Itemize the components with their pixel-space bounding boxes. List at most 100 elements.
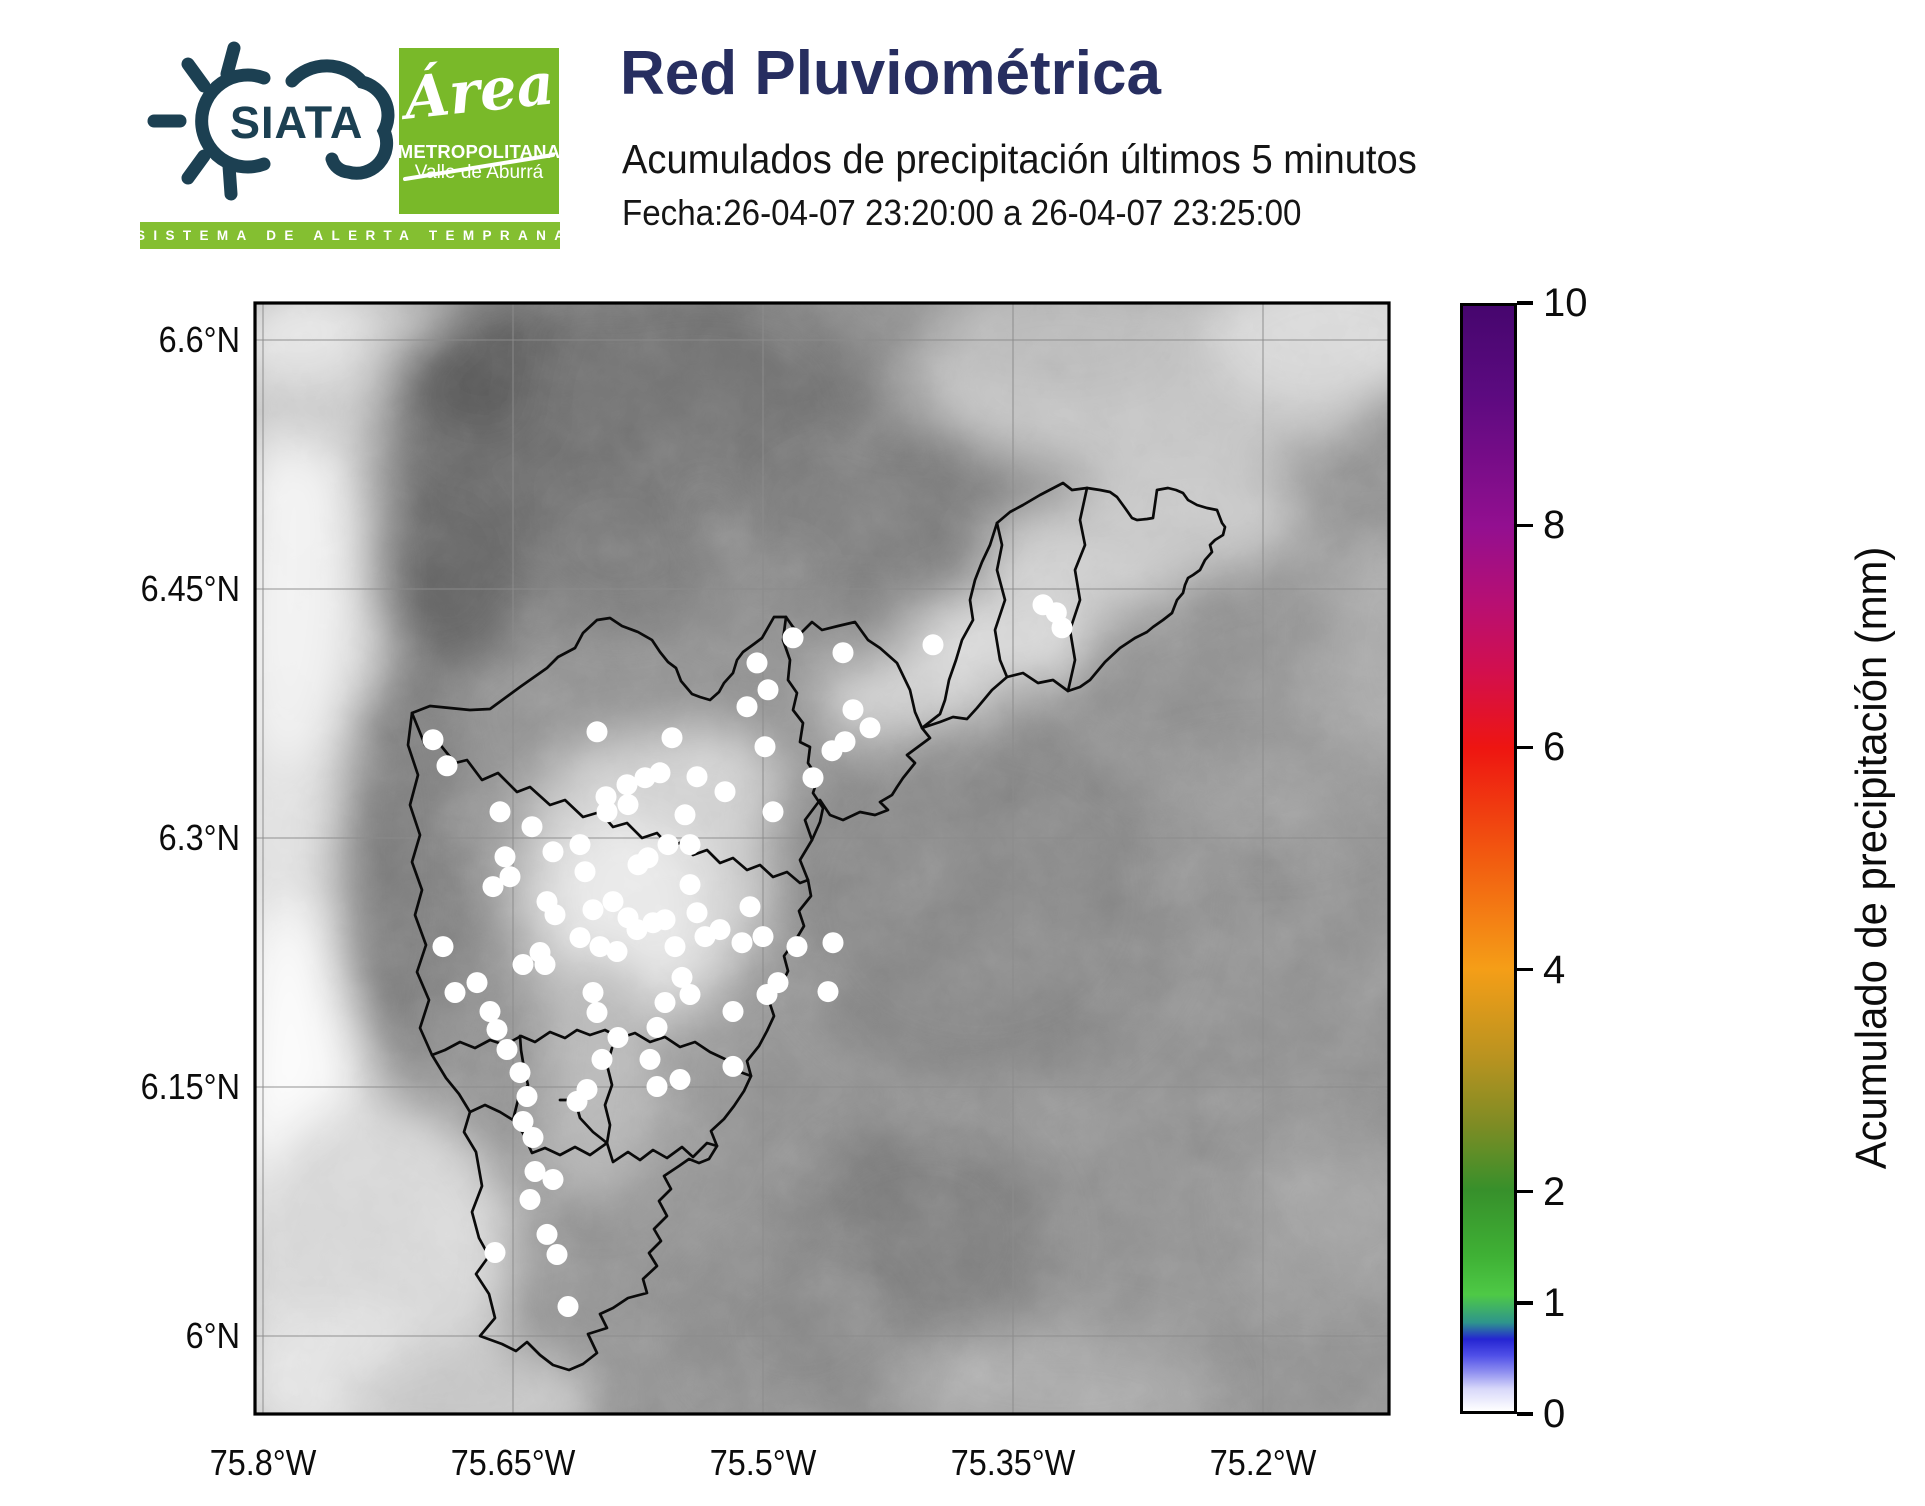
station-dot [484, 1242, 506, 1263]
station-dot [536, 1223, 558, 1245]
station-dot [544, 904, 566, 926]
sun-ray-icon [222, 159, 238, 201]
boundary-divider [1066, 486, 1089, 693]
sun-arc-icon [195, 68, 271, 174]
station-dot [639, 1048, 661, 1070]
x-tick-label: 75.5°W [709, 1442, 817, 1483]
boundary-outer-ring [406, 615, 932, 1372]
station-dot [602, 891, 624, 913]
station-dot [524, 1161, 546, 1182]
colorbar-gradient [1463, 306, 1514, 1411]
page-title: Red Pluviométrica [620, 39, 1161, 108]
station-dot [444, 982, 466, 1003]
colorbar [1460, 303, 1517, 1414]
station-dot [586, 721, 608, 743]
station-dot [482, 876, 504, 898]
y-tick-label: 6.45°N [140, 568, 240, 609]
colorbar-tick-label: 4 [1543, 947, 1566, 992]
page-subtitle: Acumulados de precipitación últimos 5 mi… [622, 136, 1417, 182]
station-dot [821, 740, 843, 762]
station-dot [512, 954, 534, 975]
colorbar-tick-label: 0 [1543, 1392, 1566, 1436]
station-dot [782, 627, 804, 649]
station-dot [757, 679, 779, 701]
station-dot [521, 816, 543, 838]
station-dot [709, 919, 731, 941]
station-dot [542, 1169, 564, 1190]
station-dot [595, 786, 617, 808]
x-tick-label: 75.35°W [950, 1442, 1076, 1483]
siata-banner: SISTEMA DE ALERTA TEMPRANA [136, 222, 564, 249]
station-dot [422, 729, 444, 751]
station-dot [762, 801, 784, 823]
station-dot [509, 1062, 531, 1084]
y-tick-label: 6.3°N [158, 817, 240, 858]
station-dot [679, 984, 701, 1005]
sun-ray-icon [181, 57, 211, 93]
station-dot [519, 1189, 541, 1210]
station-dot [534, 954, 556, 975]
station-dot [654, 992, 676, 1013]
colorbar-tick-label: 8 [1543, 503, 1566, 548]
station-dot [802, 767, 824, 789]
station-dot [842, 699, 864, 721]
station-dot [479, 1001, 501, 1022]
colorbar-tick-label: 6 [1543, 725, 1566, 770]
station-dot [664, 936, 686, 958]
station-dot [739, 896, 761, 918]
station-dot [522, 1127, 544, 1148]
station-dot [661, 727, 683, 749]
station-dot [767, 972, 789, 994]
station-dot [606, 941, 628, 962]
x-tick-label: 75.8°W [209, 1442, 317, 1483]
colorbar-tick-mark [1517, 1412, 1533, 1416]
station-dot [669, 1069, 691, 1090]
station-dot [922, 634, 944, 656]
y-tick-label: 6°N [185, 1315, 240, 1356]
colorbar-tick-mark [1517, 1190, 1533, 1194]
colorbar-tick-label: 1 [1543, 1280, 1566, 1325]
colorbar-tick-mark [1517, 523, 1533, 527]
siata-logo-text: SIATA [230, 97, 363, 148]
amva-line2: Valle de Aburrá [414, 162, 544, 184]
station-dot [626, 919, 648, 941]
station-dot [654, 909, 676, 931]
station-dot [496, 1039, 518, 1060]
station-dot [582, 982, 604, 1003]
station-dot [574, 861, 596, 883]
colorbar-tick-mark [1517, 967, 1533, 972]
colorbar-tick-label: 2 [1543, 1169, 1566, 1214]
amva-swoosh-icon [403, 153, 555, 181]
station-dot [557, 1296, 579, 1317]
station-dot [466, 972, 488, 994]
cloud-icon [285, 59, 395, 180]
station-dot [686, 902, 708, 924]
sun-ray-icon [181, 149, 211, 185]
station-dot [582, 899, 604, 921]
station-dot [494, 846, 516, 868]
colorbar-tick-mark [1517, 301, 1533, 305]
station-dot [486, 1019, 508, 1041]
station-dot [542, 841, 564, 863]
station-dot [754, 736, 776, 758]
sun-ray-icon [220, 41, 241, 81]
station-dot [746, 652, 768, 674]
station-dot [671, 966, 693, 988]
y-tick-label: 6.15°N [140, 1066, 240, 1107]
station-dot [731, 932, 753, 954]
date-range: Fecha:26-04-07 23:20:00 a 26-04-07 23:25… [622, 192, 1302, 233]
colorbar-tick-mark [1517, 1301, 1533, 1305]
boundary-divider [993, 521, 1009, 679]
station-dot [637, 847, 659, 869]
station-dot [516, 1086, 538, 1107]
colorbar-label: Acumulado de precipitación (mm) [1847, 546, 1896, 1170]
station-dot [591, 1048, 613, 1070]
station-dot [617, 794, 639, 816]
station-dot [499, 866, 521, 888]
station-dot [817, 981, 839, 1003]
siata-logo: SIATA [147, 41, 395, 201]
boundary-divider [781, 615, 825, 842]
station-dot [566, 1090, 588, 1112]
amva-line1: METROPOLITANA [397, 141, 561, 162]
station-dot [569, 834, 591, 856]
